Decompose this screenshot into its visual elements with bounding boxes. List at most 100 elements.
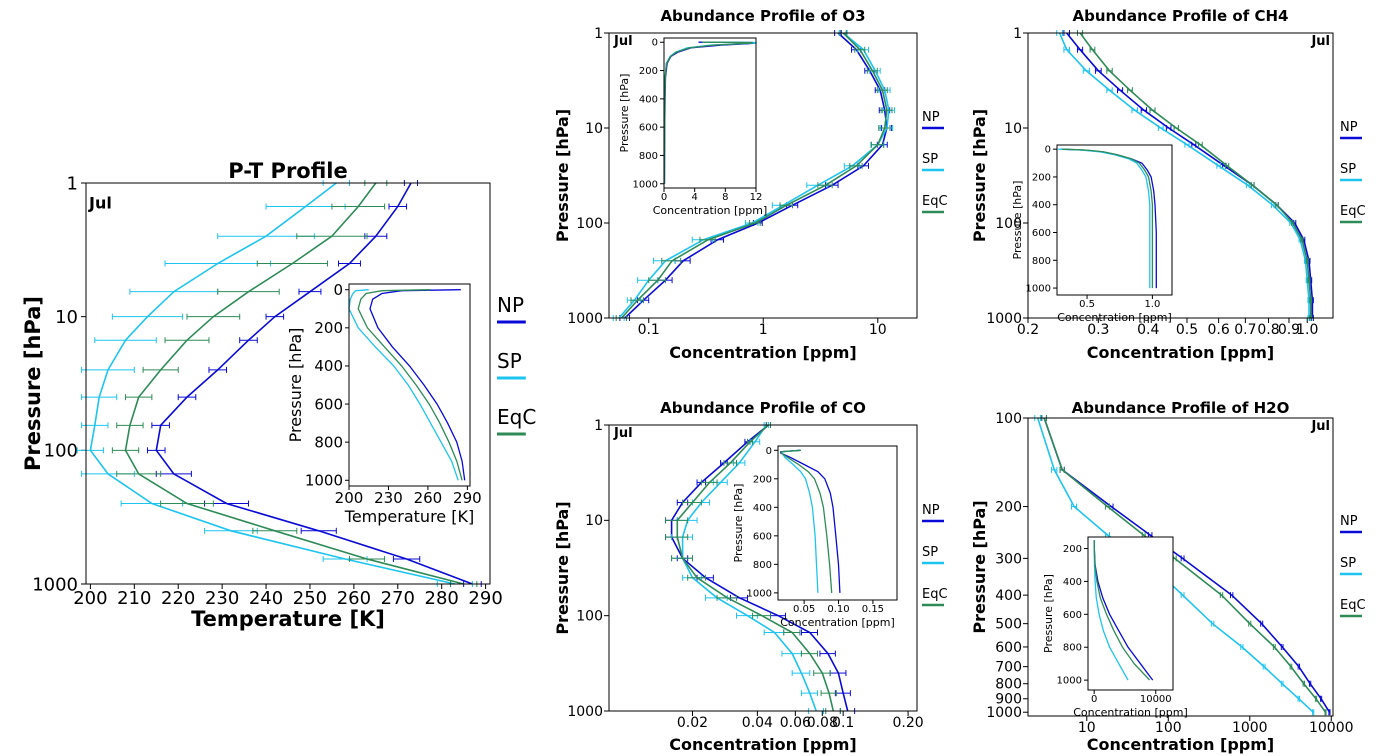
y-tick-label: 1000 [32,574,78,595]
inset-line-eqc [1062,148,1154,289]
error-bar [819,650,836,657]
inset-x-tick-label: 8 [722,192,728,203]
legend-label-np: NP [922,110,940,125]
month-label: Jul [88,193,112,212]
x-axis-title: Concentration [ppm] [1087,735,1274,754]
inset-background [778,446,897,600]
inset-line-eqc [780,449,833,593]
y-tick-label: 200 [995,499,1022,515]
inset-o3: 0 4 8 12 0 200 400 600 800 1000 Concentration [ppm… [618,37,767,217]
inset-co: 0.05 0.10 0.15 0 200 400 600 800 1000 Concentrati… [732,445,898,629]
error-bar [687,574,707,581]
inset-x-axis-title: Concentration [ppm] [1057,311,1172,324]
x-axis-title: Concentration [ppm] [669,735,856,754]
y-tick-label: 1000 [986,311,1022,327]
error-bar [160,500,214,507]
error-bar [1131,107,1139,114]
series-eqc [1076,30,1313,321]
inset-x-tick-label: 260 [414,489,443,507]
error-bar [94,337,157,344]
error-bar [1280,680,1284,687]
inset-y-tick-label: 400 [639,94,658,105]
error-bar [665,517,689,524]
error-bar [1210,620,1215,627]
error-bar [116,470,162,477]
x-tick-label: 0.02 [677,715,708,731]
legend-label-eqc: EqC [922,194,948,209]
legend: NP SP EqC [922,110,948,214]
x-tick-label: 270 [381,588,415,609]
x-tick-label: 200 [73,588,107,609]
error-bar [1180,592,1185,599]
error-bar [665,534,689,541]
series-line [670,424,849,712]
error-bar [1328,709,1331,716]
plot-frame [1027,417,1334,717]
series-line [1066,32,1314,318]
inset-y-tick-label: 200 [753,474,772,485]
series-line [681,424,817,712]
error-bar [1173,125,1179,131]
inset-y-tick-label: 800 [753,560,772,571]
error-bar [817,182,833,189]
month-label: Jul [1310,34,1330,49]
x-tick-label: 1.0 [1296,322,1318,338]
error-bar [1297,695,1301,702]
y-tick-label: 1000 [567,704,603,720]
error-bar [661,257,682,264]
inset-y-tick-label: 400 [753,503,772,514]
error-bar [791,670,811,677]
series-line [1036,417,1314,713]
inset-y-tick-label: 800 [1032,256,1051,267]
error-bar [699,236,716,243]
chart-title: Abundance Profile of H2O [1072,399,1290,417]
error-bar [1051,466,1058,473]
y-tick-label: 1000 [986,705,1022,721]
y-tick-label: 10 [585,513,603,529]
error-bar [1180,555,1185,562]
inset-x-tick-label: 12 [750,192,763,203]
inset-y-tick-label: 800 [1063,643,1082,654]
x-tick-label: 260 [337,588,371,609]
x-tick-label: 240 [249,588,283,609]
error-bar [1307,277,1311,284]
error-bar [1248,620,1252,627]
series-eqc [1041,415,1327,716]
inset-background [1057,145,1172,295]
error-bar [1262,663,1266,670]
inset-y-tick-label: 200 [639,66,658,77]
error-bar [849,162,863,169]
legend-label-eqc: EqC [922,587,948,602]
plot-frame [608,424,918,712]
series-sp [76,180,473,587]
inset-y-axis-title: Pressure [hPa] [1011,181,1024,260]
error-bar [1094,67,1102,74]
error-bar [164,260,271,267]
inset-y-axis-title: Pressure [hPa] [618,74,631,153]
error-bar [1302,680,1305,687]
series-line [155,182,473,585]
y-tick-label: 1 [1013,26,1022,42]
error-bar [813,670,831,677]
chart-ch4: Abundance Profile of CH4 Concentration [p… [970,7,1366,362]
inset-y-tick-label: 400 [1032,200,1051,211]
series-line [89,182,456,585]
error-bar [671,555,693,562]
plot-frame [85,182,491,585]
chart-title: Abundance Profile of O3 [660,7,865,25]
inset-line-eqc [357,289,463,481]
plot-frame [608,32,918,319]
x-tick-label: 250 [293,588,327,609]
plot-frame [1027,32,1334,319]
error-bar [1191,141,1197,148]
error-bar [800,629,818,636]
inset-ch4: 0.5 1.0 0 200 400 600 800 1000 Concentration [pp… [1011,144,1173,324]
error-bar [1216,162,1221,169]
error-bar [1309,297,1313,304]
error-bar [1289,663,1293,670]
error-bar [265,313,285,320]
x-axis-title: Concentration [ppm] [669,343,856,362]
error-bar [1324,709,1327,716]
inset-y-tick-label: 0 [333,281,343,299]
inset-x-tick-label: 0.15 [862,604,884,615]
